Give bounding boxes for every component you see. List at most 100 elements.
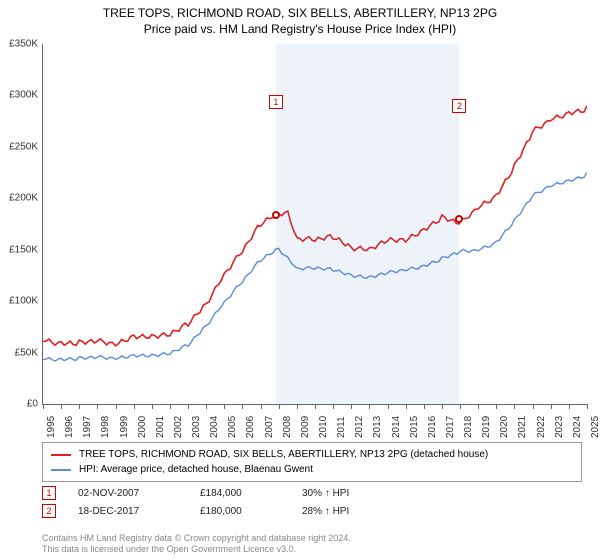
x-axis-label: 2012 (354, 416, 365, 438)
legend-label-price-paid: TREE TOPS, RICHMOND ROAD, SIX BELLS, ABE… (79, 447, 488, 462)
x-axis-label: 2013 (372, 416, 383, 438)
x-axis-label: 2025 (590, 416, 600, 438)
footnote-line1: Contains HM Land Registry data © Crown c… (42, 533, 351, 545)
sale-date-1: 02-NOV-2007 (78, 488, 178, 499)
chart-title-address: TREE TOPS, RICHMOND ROAD, SIX BELLS, ABE… (0, 6, 600, 22)
sale-price-1: £184,000 (200, 488, 280, 499)
x-axis-tick (152, 404, 153, 409)
x-axis-tick (170, 404, 171, 409)
x-axis-tick (116, 404, 117, 409)
x-axis-tick (242, 404, 243, 409)
x-axis-label: 1995 (46, 416, 57, 438)
footnote-line2: This data is licensed under the Open Gov… (42, 544, 351, 556)
x-axis-label: 2022 (536, 416, 547, 438)
sale-date-2: 18-DEC-2017 (78, 506, 178, 517)
chart-container: TREE TOPS, RICHMOND ROAD, SIX BELLS, ABE… (0, 0, 600, 560)
x-axis-tick (79, 404, 80, 409)
sale-marker-box-1: 1 (269, 95, 283, 109)
x-axis-label: 2018 (463, 416, 474, 438)
x-axis-tick (496, 404, 497, 409)
legend-swatch-hpi (51, 469, 71, 471)
sale-delta-1: 30% ↑ HPI (302, 488, 349, 499)
x-axis-label: 2017 (445, 416, 456, 438)
x-axis-label: 2014 (391, 416, 402, 438)
sale-row-2: 2 18-DEC-2017 £180,000 28% ↑ HPI (42, 504, 582, 518)
x-axis-tick (442, 404, 443, 409)
sale-marker-2: 2 (42, 504, 56, 518)
legend-row-hpi: HPI: Average price, detached house, Blae… (51, 462, 573, 477)
shaded-sale-interval (276, 44, 460, 404)
x-axis-label: 2016 (427, 416, 438, 438)
x-axis-label: 2003 (191, 416, 202, 438)
y-axis-label: £0 (0, 399, 38, 410)
x-axis-label: 2009 (300, 416, 311, 438)
sale-marker-1: 1 (42, 486, 56, 500)
x-axis-label: 1996 (64, 416, 75, 438)
x-axis-tick (61, 404, 62, 409)
y-axis-label: £200K (0, 193, 38, 204)
sale-price-2: £180,000 (200, 506, 280, 517)
y-axis-label: £350K (0, 39, 38, 50)
x-axis-tick (351, 404, 352, 409)
legend-swatch-price-paid (51, 454, 71, 456)
footnote: Contains HM Land Registry data © Crown c… (42, 533, 351, 556)
sale-marker-box-2: 2 (452, 99, 466, 113)
sale-datapoint-2 (455, 215, 463, 223)
x-axis-label: 2015 (409, 416, 420, 438)
x-axis-label: 2002 (173, 416, 184, 438)
x-axis-label: 2010 (318, 416, 329, 438)
chart-plot-area: 12 (42, 44, 587, 405)
x-axis-label: 2005 (227, 416, 238, 438)
x-axis-label: 2006 (245, 416, 256, 438)
sales-table: 1 02-NOV-2007 £184,000 30% ↑ HPI 2 18-DE… (42, 486, 582, 522)
x-axis-tick (514, 404, 515, 409)
x-axis-tick (297, 404, 298, 409)
x-axis-tick (478, 404, 479, 409)
x-axis-label: 2000 (137, 416, 148, 438)
x-axis-label: 2020 (499, 416, 510, 438)
x-axis-tick (97, 404, 98, 409)
x-axis-tick (134, 404, 135, 409)
x-axis-label: 2008 (282, 416, 293, 438)
x-axis-label: 2007 (264, 416, 275, 438)
sale-datapoint-1 (272, 211, 280, 219)
x-axis-tick (424, 404, 425, 409)
legend-row-price-paid: TREE TOPS, RICHMOND ROAD, SIX BELLS, ABE… (51, 447, 573, 462)
x-axis-tick (369, 404, 370, 409)
x-axis-tick (551, 404, 552, 409)
x-axis-tick (315, 404, 316, 409)
x-axis-tick (261, 404, 262, 409)
x-axis-label: 1998 (100, 416, 111, 438)
x-axis-label: 2011 (336, 416, 347, 438)
x-axis-tick (279, 404, 280, 409)
y-axis-label: £50K (0, 347, 38, 358)
y-axis-label: £300K (0, 90, 38, 101)
y-axis-label: £250K (0, 141, 38, 152)
title-block: TREE TOPS, RICHMOND ROAD, SIX BELLS, ABE… (0, 0, 600, 37)
legend-box: TREE TOPS, RICHMOND ROAD, SIX BELLS, ABE… (42, 442, 582, 482)
legend-label-hpi: HPI: Average price, detached house, Blae… (79, 462, 313, 477)
y-axis-label: £150K (0, 244, 38, 255)
x-axis-tick (333, 404, 334, 409)
x-axis-label: 2004 (209, 416, 220, 438)
chart-title-sub: Price paid vs. HM Land Registry's House … (0, 22, 600, 38)
x-axis-tick (224, 404, 225, 409)
x-axis-label: 2023 (554, 416, 565, 438)
y-axis-label: £100K (0, 296, 38, 307)
x-axis-label: 2019 (481, 416, 492, 438)
x-axis-label: 2001 (155, 416, 166, 438)
x-axis-label: 2021 (517, 416, 528, 438)
x-axis-tick (206, 404, 207, 409)
x-axis-label: 2024 (572, 416, 583, 438)
x-axis-tick (587, 404, 588, 409)
x-axis-tick (388, 404, 389, 409)
sale-delta-2: 28% ↑ HPI (302, 506, 349, 517)
sale-row-1: 1 02-NOV-2007 £184,000 30% ↑ HPI (42, 486, 582, 500)
x-axis-tick (569, 404, 570, 409)
x-axis-tick (533, 404, 534, 409)
x-axis-tick (43, 404, 44, 409)
x-axis-tick (406, 404, 407, 409)
x-axis-label: 1999 (119, 416, 130, 438)
x-axis-label: 1997 (82, 416, 93, 438)
x-axis-tick (188, 404, 189, 409)
